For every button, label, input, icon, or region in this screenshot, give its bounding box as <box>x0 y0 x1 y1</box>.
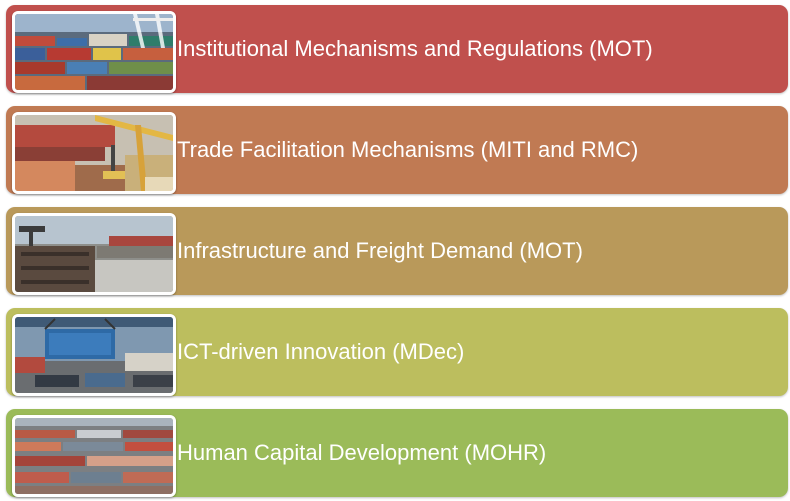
list-item: ICT-driven Innovation (MDec) <box>6 308 788 396</box>
list-item: Human Capital Development (MOHR) <box>6 409 788 497</box>
item-label: ICT-driven Innovation (MDec) <box>177 339 465 364</box>
list-item: Institutional Mechanisms and Regulations… <box>6 5 788 93</box>
list-item: Infrastructure and Freight Demand (MOT) <box>6 207 788 295</box>
process-list: Institutional Mechanisms and Regulations… <box>6 5 788 497</box>
list-item: Trade Facilitation Mechanisms (MITI and … <box>6 106 788 194</box>
item-label: Institutional Mechanisms and Regulations… <box>177 36 653 61</box>
container-yard-photo <box>12 415 176 497</box>
container-port-photo <box>12 11 176 93</box>
cargo-crane-photo <box>12 112 176 194</box>
container-lifting-photo <box>12 314 176 396</box>
item-label: Human Capital Development (MOHR) <box>177 440 547 465</box>
item-label: Trade Facilitation Mechanisms (MITI and … <box>177 137 639 162</box>
freight-terminal-photo <box>12 213 176 295</box>
item-label: Infrastructure and Freight Demand (MOT) <box>177 238 583 263</box>
